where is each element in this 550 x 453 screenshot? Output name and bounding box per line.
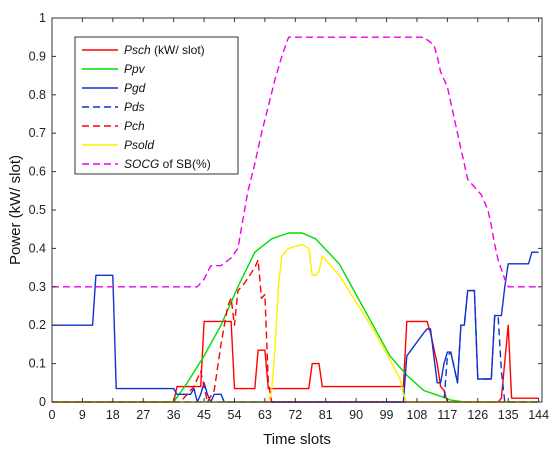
x-axis-label: Time slots (263, 431, 331, 448)
y-axis-label: Power (kW/ slot) (7, 155, 24, 265)
legend-label: SOCG of SB(%) (124, 157, 211, 171)
x-tick-label: 18 (106, 408, 120, 422)
x-tick-label: 72 (288, 408, 302, 422)
legend-label: Pch (124, 119, 145, 133)
series-line-5 (52, 259, 539, 403)
x-tick-label: 63 (258, 408, 272, 422)
y-tick-label: 1 (39, 11, 46, 25)
series-line-2 (52, 232, 539, 403)
series-line-6 (52, 243, 539, 403)
x-tick-label: 0 (49, 408, 56, 422)
x-tick-label: 135 (498, 408, 519, 422)
x-tick-label: 126 (467, 408, 488, 422)
series-line-3 (52, 251, 539, 403)
y-tick-label: 0.1 (29, 357, 46, 371)
legend-box (74, 36, 239, 175)
y-tick-label: 0.2 (29, 318, 46, 332)
legend-symbol: Pch (124, 119, 145, 133)
legend: Psch (kW/ slot) Ppv Pgd Pds Pch Psold SOCG of … (74, 36, 239, 175)
legend-label: Ppv (124, 62, 146, 76)
legend-label: Pgd (124, 81, 146, 95)
series-line-7 (52, 36, 539, 288)
legend-symbol: Pgd (124, 81, 146, 95)
x-tick-label: 108 (407, 408, 428, 422)
legend-unit: of SB(%) (159, 157, 210, 171)
x-tick-label: 54 (228, 408, 242, 422)
legend-symbol: Psold (124, 138, 154, 152)
x-tick-label: 99 (380, 408, 394, 422)
y-tick-label: 0.9 (29, 49, 46, 63)
y-axis: 0 0.1 0.2 0.3 0.4 0.5 0.6 0.7 0.8 0.9 1 (29, 11, 542, 409)
legend-label: Psold (124, 138, 154, 152)
y-tick-label: 0 (39, 395, 46, 409)
legend-label: Psch (kW/ slot) (124, 43, 205, 57)
y-tick-label: 0.3 (29, 280, 46, 294)
y-tick-label: 0.4 (29, 241, 46, 255)
x-axis: 0 9 18 27 36 45 54 63 72 81 90 99 108 117 126 135 144 (49, 18, 549, 422)
x-tick-label: 27 (136, 408, 150, 422)
x-tick-label: 90 (349, 408, 363, 422)
x-tick-label: 81 (319, 408, 333, 422)
x-tick-label: 36 (167, 408, 181, 422)
legend-symbol: Psch (124, 43, 151, 57)
y-tick-label: 0.5 (29, 203, 46, 217)
x-tick-label: 9 (79, 408, 86, 422)
legend-unit: (kW/ slot) (151, 43, 205, 57)
x-tick-label: 45 (197, 408, 211, 422)
y-tick-label: 0.8 (29, 88, 46, 102)
legend-symbol: SOCG (124, 157, 159, 171)
legend-label: Pds (124, 100, 145, 114)
y-tick-label: 0.7 (29, 126, 46, 140)
legend-symbol: Ppv (124, 62, 146, 76)
x-tick-label: 144 (528, 408, 549, 422)
legend-symbol: Pds (124, 100, 145, 114)
x-tick-label: 117 (437, 408, 457, 422)
y-tick-label: 0.6 (29, 165, 46, 179)
